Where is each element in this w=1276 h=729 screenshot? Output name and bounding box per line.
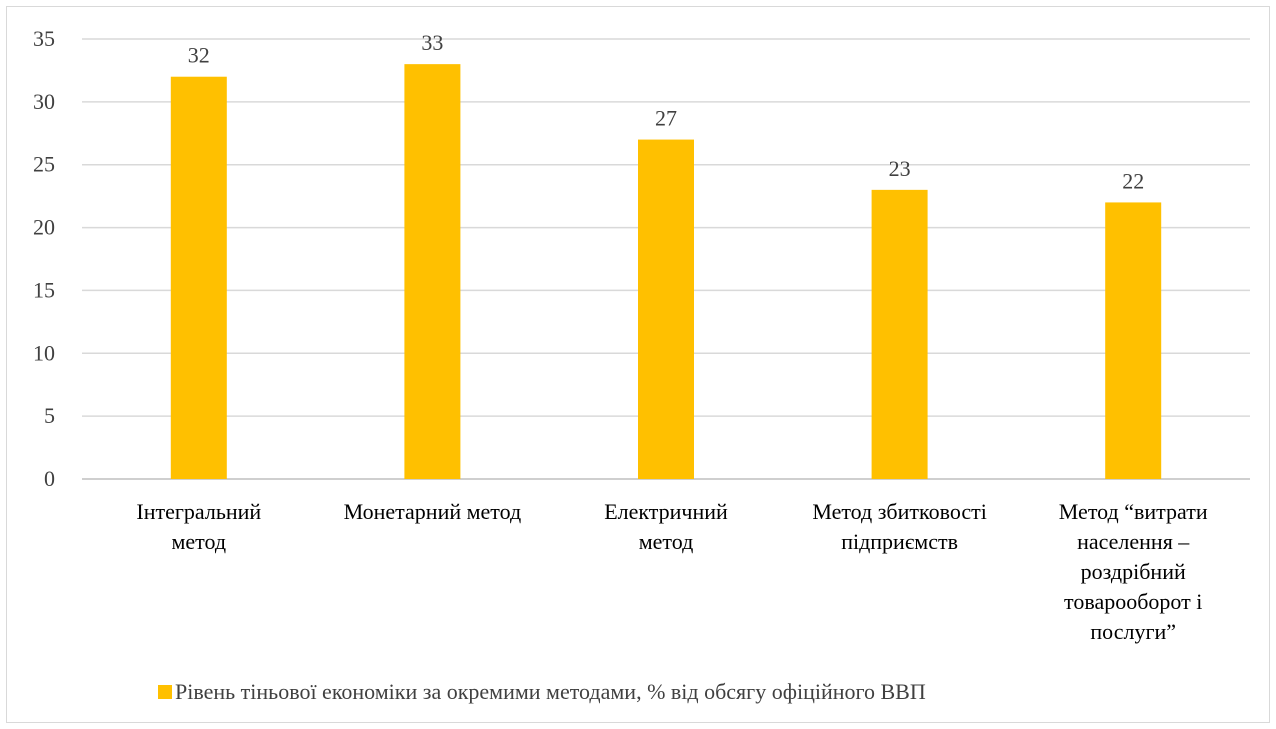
x-category-label: Метод збитковості підприємств [812, 499, 987, 554]
data-label: 23 [889, 156, 911, 181]
data-label: 33 [421, 30, 443, 55]
y-tick-label: 20 [33, 215, 55, 240]
bar [404, 64, 461, 479]
y-tick-label: 35 [33, 26, 55, 51]
data-label: 32 [188, 43, 210, 68]
y-tick-label: 15 [33, 277, 55, 302]
bar [871, 189, 928, 479]
data-labels: 32 33 27 23 22 [188, 30, 1144, 193]
x-category-label: Інтегральний метод [136, 499, 261, 554]
legend: Рівень тіньової економіки за окремими ме… [158, 679, 926, 704]
data-label: 22 [1122, 168, 1144, 193]
chart-frame: 0 5 10 15 20 25 30 35 32 33 27 23 22 Інтегральний ме… [6, 6, 1270, 723]
legend-label: Рівень тіньової економіки за окремими ме… [175, 679, 926, 704]
y-tick-label: 10 [33, 340, 55, 365]
bar [1105, 202, 1162, 479]
y-tick-label: 25 [33, 152, 55, 177]
data-label: 27 [655, 106, 677, 131]
bar-chart: 0 5 10 15 20 25 30 35 32 33 27 23 22 Інтегральний ме… [33, 26, 1250, 704]
y-tick-label: 30 [33, 89, 55, 114]
bars [170, 64, 1162, 480]
x-category-label: Електричний метод [604, 499, 728, 554]
y-axis-tick-labels: 0 5 10 15 20 25 30 35 [33, 26, 55, 491]
y-tick-label: 5 [44, 403, 55, 428]
x-category-label: Метод “витрати населення – роздрібний товар… [1059, 499, 1208, 644]
category-labels: Інтегральний метод Монетарний метод Електри… [136, 499, 1207, 644]
y-tick-label: 0 [44, 466, 55, 491]
legend-swatch [158, 685, 172, 699]
bar [170, 76, 227, 479]
x-category-label: Монетарний метод [344, 499, 522, 524]
bar [638, 139, 694, 480]
